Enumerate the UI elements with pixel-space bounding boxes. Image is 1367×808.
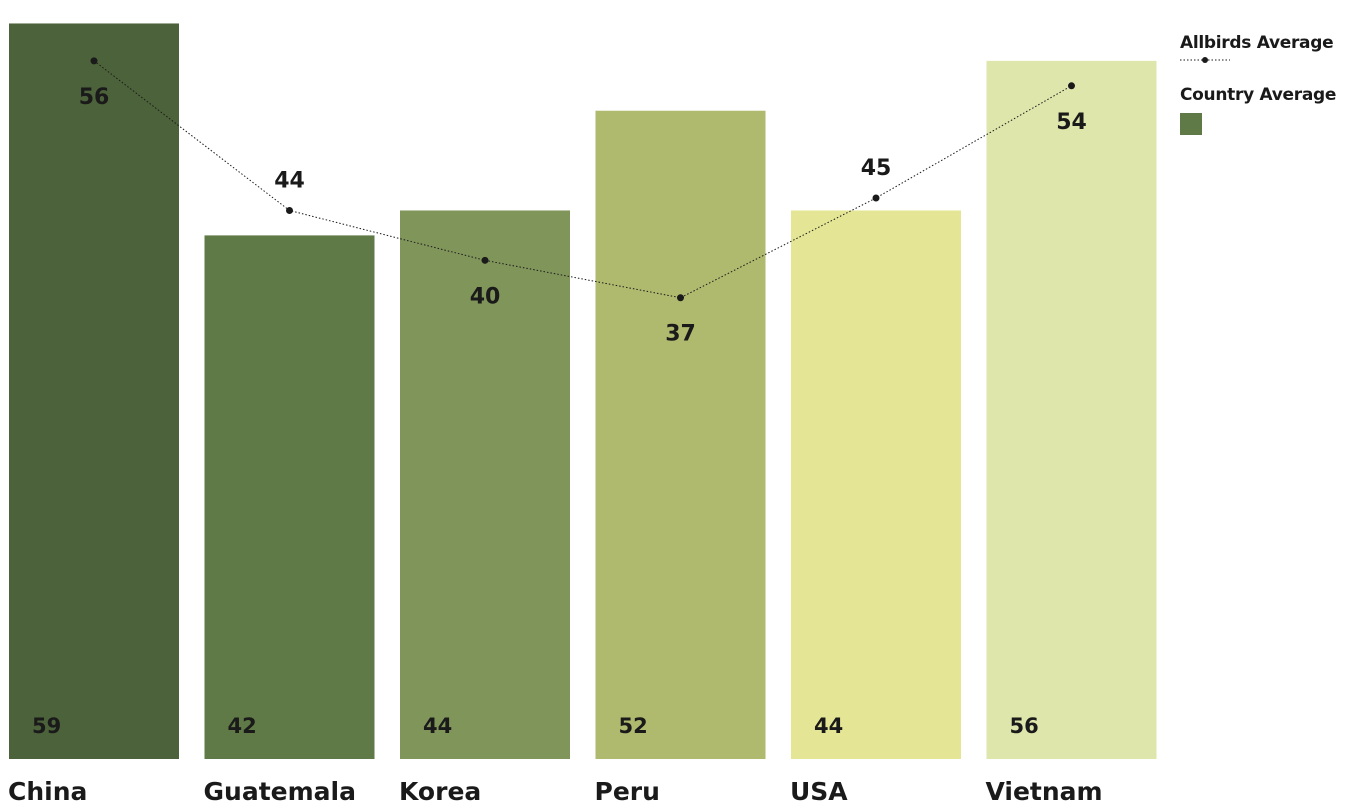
bar-peru — [596, 111, 766, 759]
legend-label-allbirds-average: Allbirds Average — [1180, 33, 1366, 53]
category-label-vietnam: Vietnam — [986, 777, 1103, 806]
bar-vietnam — [987, 61, 1157, 759]
bar-value-label-guatemala: 42 — [228, 714, 257, 738]
bars-group — [9, 23, 1157, 759]
allbirds-point-vietnam — [1068, 82, 1075, 89]
allbirds-value-label-vietnam: 54 — [1056, 110, 1087, 135]
category-label-china: China — [8, 777, 87, 806]
allbirds-point-china — [91, 57, 98, 64]
legend-swatch-dotted-line — [1180, 55, 1232, 65]
allbirds-value-label-guatemala: 44 — [274, 168, 305, 193]
allbirds-value-label-usa: 45 — [861, 156, 892, 181]
allbirds-point-guatemala — [286, 207, 293, 214]
bar-value-label-usa: 44 — [814, 714, 843, 738]
category-label-peru: Peru — [595, 777, 660, 806]
allbirds-point-korea — [482, 257, 489, 264]
allbirds-value-label-china: 56 — [79, 85, 110, 110]
legend-swatch-box — [1180, 113, 1202, 135]
bar-guatemala — [205, 235, 375, 759]
bar-value-label-vietnam: 56 — [1010, 714, 1039, 738]
bar-value-label-korea: 44 — [423, 714, 452, 738]
bar-value-label-peru: 52 — [619, 714, 648, 738]
allbirds-value-label-peru: 37 — [665, 322, 696, 347]
category-label-korea: Korea — [399, 777, 481, 806]
legend-label-country-average: Country Average — [1180, 85, 1366, 105]
category-labels: China Guatemala Korea Peru USA Vietnam — [8, 777, 1103, 806]
bar-china — [9, 23, 179, 759]
allbirds-point-usa — [873, 195, 880, 202]
bar-usa — [791, 210, 961, 759]
allbirds-point-peru — [677, 294, 684, 301]
legend: Allbirds Average Country Average — [1180, 33, 1366, 135]
category-label-guatemala: Guatemala — [204, 777, 356, 806]
category-label-usa: USA — [790, 777, 848, 806]
allbirds-value-label-korea: 40 — [470, 284, 501, 309]
bar-value-label-china: 59 — [32, 714, 61, 738]
